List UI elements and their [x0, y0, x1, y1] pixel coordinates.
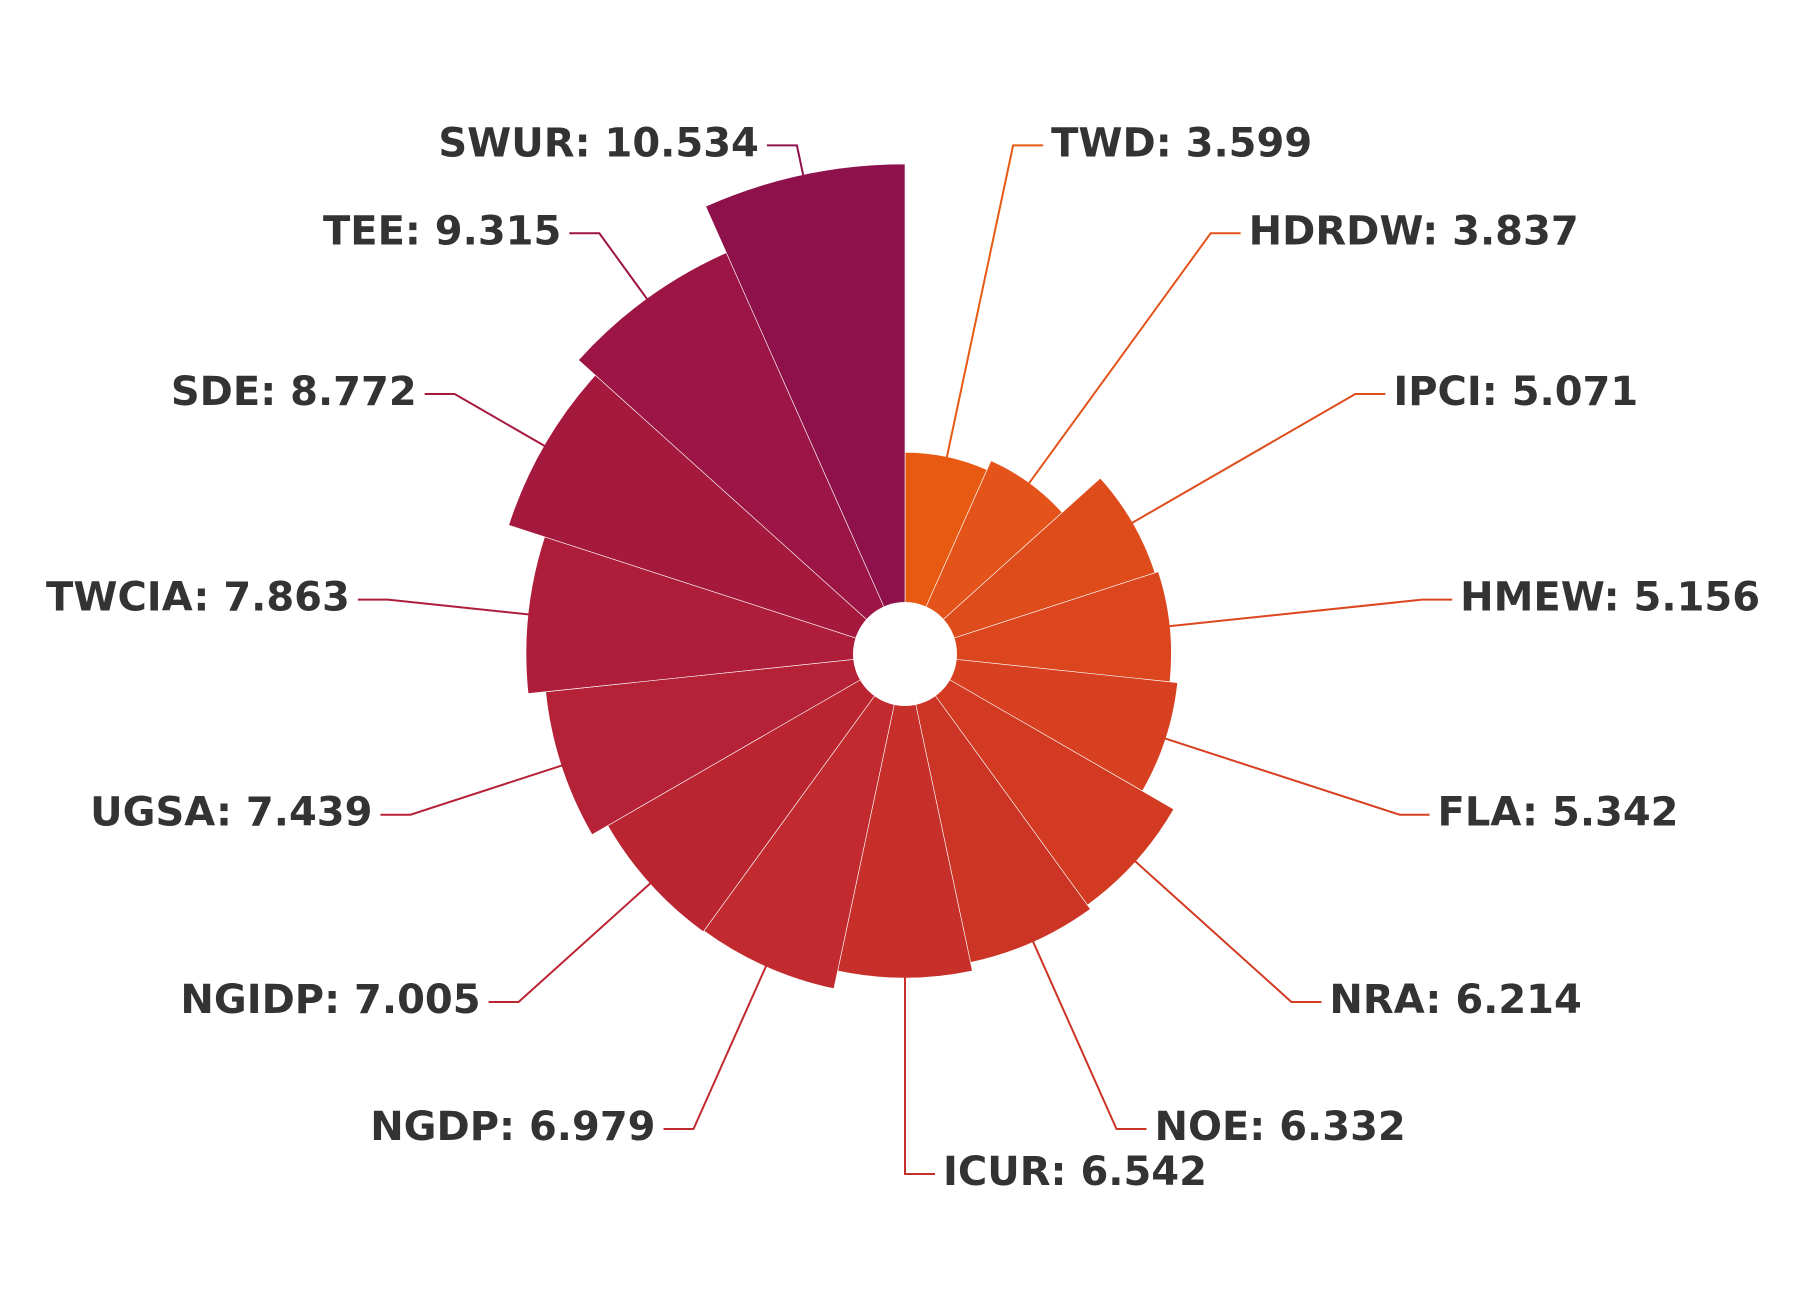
- leader-line: [663, 960, 770, 1131]
- leader-line: [766, 144, 806, 181]
- data-label: SDE: 8.772: [171, 369, 417, 415]
- data-label: UGSA: 7.439: [90, 790, 372, 836]
- data-label: FLA: 5.342: [1438, 790, 1679, 836]
- data-label: TWCIA: 7.863: [46, 575, 350, 621]
- leader-line: [424, 393, 550, 450]
- leader-line: [1130, 856, 1322, 1003]
- leader-line: [944, 144, 1044, 463]
- data-label: TWD: 3.599: [1051, 120, 1312, 166]
- data-label: IPCI: 5.071: [1393, 369, 1638, 415]
- data-label: HMEW: 5.156: [1460, 575, 1760, 621]
- data-label: HDRDW: 3.837: [1249, 208, 1579, 254]
- data-label: NOE: 6.332: [1155, 1104, 1406, 1150]
- data-label: ICUR: 6.542: [943, 1149, 1207, 1195]
- leader-line: [904, 972, 935, 1175]
- leader-line: [1126, 393, 1386, 527]
- leader-line: [380, 762, 568, 816]
- data-label: NRA: 6.214: [1329, 977, 1581, 1023]
- center-hole: [853, 602, 957, 706]
- data-label: SWUR: 10.534: [438, 120, 759, 166]
- leader-line: [1159, 735, 1430, 816]
- data-label: NGIDP: 7.005: [180, 977, 480, 1023]
- leader-line: [488, 878, 656, 1003]
- data-label: NGDP: 6.979: [370, 1104, 655, 1150]
- data-label: TEE: 9.315: [323, 208, 561, 254]
- leader-line: [357, 598, 535, 617]
- leader-line: [569, 232, 652, 305]
- leader-line: [1029, 936, 1147, 1131]
- leader-line: [1025, 232, 1241, 489]
- leader-line: [1163, 598, 1453, 628]
